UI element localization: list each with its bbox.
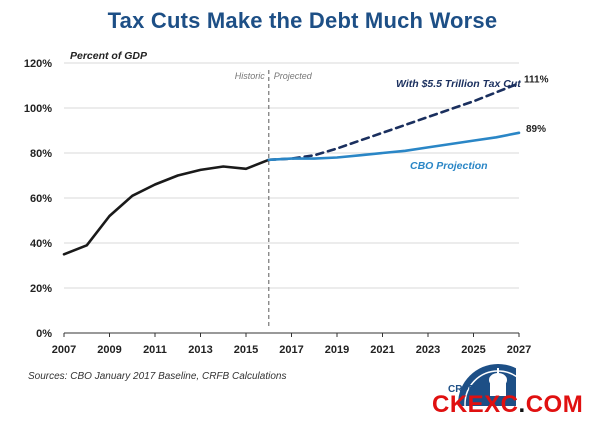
y-tick-label: 20% (30, 283, 52, 295)
tax-cut-series-label: With $5.5 Trillion Tax Cut (396, 78, 521, 90)
x-tick-label: 2027 (507, 344, 531, 356)
historic-label: Historic (235, 71, 266, 81)
x-tick-label: 2015 (234, 344, 258, 356)
tax-cut-end-value: 111% (524, 74, 549, 85)
tax-cut-line (267, 82, 521, 162)
cbo-projection-line (267, 131, 521, 162)
chart-title: Tax Cuts Make the Debt Much Worse (107, 8, 498, 33)
x-tick-label: 2023 (416, 344, 440, 356)
watermark-left: CKEXC (432, 391, 519, 418)
x-tick-label: 2007 (52, 344, 76, 356)
svg-text:CRFB: CRFB (448, 384, 476, 395)
historic-line (62, 158, 271, 256)
x-tick-label: 2013 (188, 344, 212, 356)
x-tick-label: 2019 (325, 344, 349, 356)
x-tick-label: 2009 (97, 344, 121, 356)
crfb-logo: CRFB (448, 364, 516, 406)
watermark-right: COM (525, 391, 584, 418)
cbo-series-label: CBO Projection (410, 160, 488, 172)
watermark-text: CKEXC.COM (432, 391, 583, 419)
x-tick-label: 2025 (461, 344, 485, 356)
y-tick-label: 80% (30, 148, 52, 160)
y-tick-label: 120% (24, 58, 52, 70)
y-tick-label: 40% (30, 238, 52, 250)
x-tick-label: 2021 (370, 344, 394, 356)
x-tick-label: 2011 (143, 344, 167, 356)
y-tick-label: 100% (24, 103, 52, 115)
watermark-dot: . (518, 391, 526, 418)
cbo-end-value: 89% (526, 124, 546, 135)
projected-label: Projected (274, 71, 313, 81)
x-tick-label: 2017 (279, 344, 303, 356)
sources-note: Sources: CBO January 2017 Baseline, CRFB… (28, 371, 287, 382)
y-tick-label: 60% (30, 193, 52, 205)
y-tick-label: 0% (36, 328, 52, 340)
y-axis-label: Percent of GDP (70, 50, 148, 62)
